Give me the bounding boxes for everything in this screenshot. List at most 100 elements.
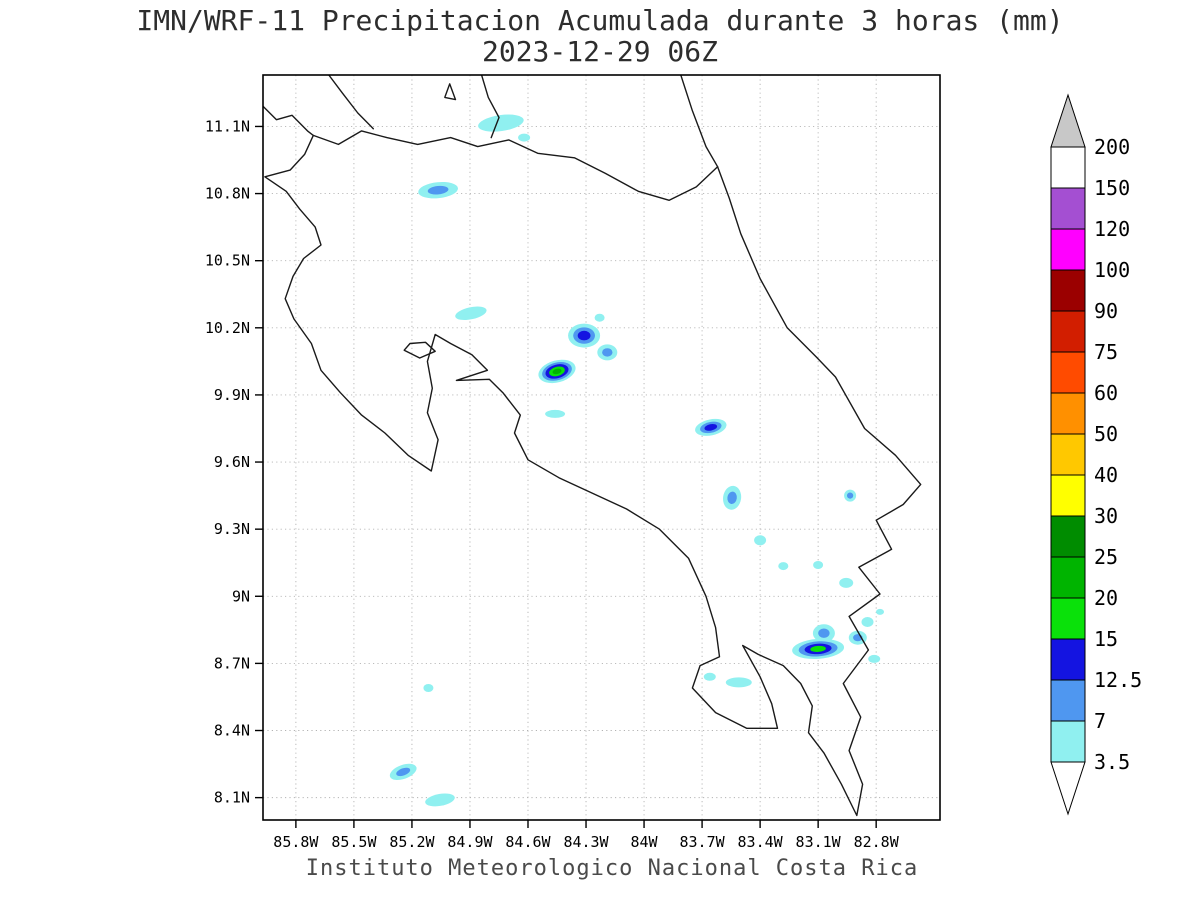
precip-contour-3.5 bbox=[455, 306, 487, 321]
precip-contour-7 bbox=[602, 348, 613, 357]
precip-contour-7 bbox=[727, 491, 737, 504]
lat-tick-label: 9.3N bbox=[214, 520, 250, 538]
lat-tick-label: 9N bbox=[232, 587, 250, 605]
colorbar-box-3 bbox=[1050, 269, 1086, 312]
precip-blob bbox=[418, 181, 459, 199]
lon-tick-label: 84W bbox=[631, 833, 659, 851]
lat-tick-label: 8.4N bbox=[214, 722, 250, 740]
lat-tick-label: 9.6N bbox=[214, 453, 250, 471]
precip-contour-3.5 bbox=[778, 562, 789, 571]
lake-nicaragua-east-shore bbox=[480, 75, 500, 139]
precip-blob bbox=[423, 684, 434, 692]
colorbar-box-14 bbox=[1050, 720, 1086, 763]
precip-blob bbox=[792, 638, 845, 660]
colorbar-box-13 bbox=[1050, 679, 1086, 722]
costa-rica-outline bbox=[264, 130, 922, 817]
lat-tick-label: 10.5N bbox=[205, 252, 250, 270]
colorbar-box-6 bbox=[1050, 392, 1086, 435]
precip-contour-3.5 bbox=[545, 409, 566, 418]
precip-blob bbox=[848, 630, 867, 645]
precip-blob bbox=[778, 562, 789, 571]
colorbar-tick-label: 3.5 bbox=[1094, 750, 1130, 774]
lon-tick-label: 83.7W bbox=[680, 833, 726, 851]
precip-blob bbox=[478, 114, 524, 132]
colorbar-tick-label: 150 bbox=[1094, 176, 1130, 200]
figure-subtitle: 2023-12-29 06Z bbox=[482, 35, 718, 68]
precip-blob bbox=[545, 409, 566, 418]
gridlines bbox=[263, 75, 940, 820]
colorbar-box-11 bbox=[1050, 597, 1086, 640]
precip-blob bbox=[839, 577, 854, 588]
colorbar-box-12 bbox=[1050, 638, 1086, 681]
precip-contour-3.5 bbox=[518, 133, 531, 142]
precip-contour-12.5 bbox=[577, 330, 591, 341]
precip-blob bbox=[703, 672, 716, 681]
precip-contour-3.5 bbox=[876, 608, 884, 615]
precip-blob bbox=[725, 677, 752, 688]
colorbar-box-9 bbox=[1050, 515, 1086, 558]
colorbar-box-7 bbox=[1050, 433, 1086, 476]
lat-tick-label: 8.7N bbox=[214, 654, 250, 672]
colorbar-box-0 bbox=[1050, 146, 1086, 189]
nicaragua-caribbean-coast bbox=[680, 75, 719, 168]
figure-footer: Instituto Meteorologico Nacional Costa R… bbox=[306, 856, 919, 881]
precip-blob bbox=[723, 485, 742, 510]
precip-blob bbox=[425, 793, 455, 807]
colorbar-box-8 bbox=[1050, 474, 1086, 517]
lat-tick-label: 9.9N bbox=[214, 386, 250, 404]
precip-contour-12.5 bbox=[704, 423, 718, 431]
colorbar-tick-label: 90 bbox=[1094, 299, 1118, 323]
precip-contour-3.5 bbox=[478, 114, 524, 132]
precip-blob bbox=[594, 313, 605, 322]
colorbar-tick-label: 100 bbox=[1094, 258, 1130, 282]
lat-tick-label: 11.1N bbox=[205, 117, 250, 135]
map-plot-area: 85.8W 85.5W 85.2W 84.9W 84.6W 84.3W 84W 83.7W 83… bbox=[205, 74, 941, 851]
lon-tick-label: 82.8W bbox=[854, 833, 900, 851]
colorbar-tick-label: 30 bbox=[1094, 504, 1118, 528]
precip-contour-3.5 bbox=[868, 654, 881, 663]
lon-tick-label: 84.6W bbox=[505, 833, 551, 851]
colorbar-box-10 bbox=[1050, 556, 1086, 599]
lon-tick-label: 84.3W bbox=[563, 833, 609, 851]
precip-blob bbox=[813, 561, 824, 569]
nicaragua-pacific-coast bbox=[263, 105, 314, 137]
precip-contour-3.5 bbox=[594, 313, 605, 322]
precip-contour-3.5 bbox=[839, 577, 854, 588]
colorbar-under-arrow bbox=[1050, 761, 1086, 816]
lake-island bbox=[444, 83, 457, 101]
colorbar-tick-label: 40 bbox=[1094, 463, 1118, 487]
precip-blob bbox=[861, 617, 874, 627]
colorbar-box-1 bbox=[1050, 187, 1086, 230]
map-frame bbox=[262, 74, 941, 821]
lon-tick-label: 85.5W bbox=[331, 833, 377, 851]
colorbar-tick-label: 20 bbox=[1094, 586, 1118, 610]
colorbar-tick-label: 15 bbox=[1094, 627, 1118, 651]
precip-contour-3.5 bbox=[754, 535, 767, 546]
precipitation-layer bbox=[389, 114, 884, 807]
colorbar-box-4 bbox=[1050, 310, 1086, 353]
colorbar-tick-label: 75 bbox=[1094, 340, 1118, 364]
lon-tick-label: 85.8W bbox=[273, 833, 319, 851]
colorbar-box-2 bbox=[1050, 228, 1086, 271]
precip-contour-7 bbox=[396, 767, 411, 777]
colorbar: 200 150 120 100 90 75 60 50 40 30 25 20 15 12.5 7 3.5 bbox=[1050, 93, 1142, 816]
colorbar-tick-label: 25 bbox=[1094, 545, 1118, 569]
colorbar-tick-label: 120 bbox=[1094, 217, 1130, 241]
precip-contour-3.5 bbox=[423, 684, 434, 692]
colorbar-tick-label: 60 bbox=[1094, 381, 1118, 405]
lat-tick-label: 10.2N bbox=[205, 319, 250, 337]
axes: 85.8W 85.5W 85.2W 84.9W 84.6W 84.3W 84W 83.7W 83… bbox=[205, 117, 900, 851]
precip-contour-3.5 bbox=[725, 677, 752, 688]
coastline-layer bbox=[263, 75, 922, 817]
precip-contour-3.5 bbox=[425, 793, 455, 807]
precip-blob bbox=[568, 323, 601, 348]
colorbar-tick-label: 12.5 bbox=[1094, 668, 1142, 692]
precip-blob bbox=[538, 359, 576, 384]
lon-tick-label: 85.2W bbox=[389, 833, 435, 851]
precip-blob bbox=[518, 133, 531, 142]
precip-blob bbox=[876, 608, 884, 615]
precip-contour-3.5 bbox=[813, 561, 824, 569]
precip-contour-3.5 bbox=[703, 672, 716, 681]
lake-nicaragua-west-shore bbox=[328, 75, 374, 130]
